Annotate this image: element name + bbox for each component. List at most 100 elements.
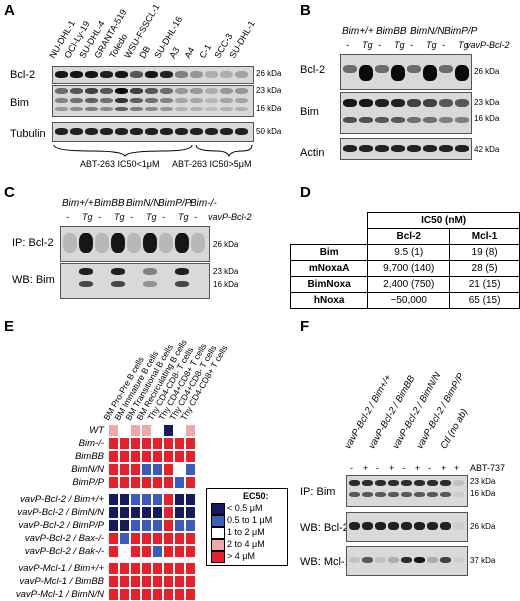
panel-b-marker-26: 26 kDa [474,67,500,76]
panel-f-row-bcl2: WB: Bcl-2 [300,522,349,534]
genotype-label: BimN/N [126,198,161,209]
blot-band [79,268,93,275]
heatmap-cell [185,450,196,463]
blot-band [70,88,83,94]
blot-band [427,557,438,563]
heatmap-row-label: Bim-/- [78,438,104,449]
lane-label: + [441,463,447,473]
legend-swatch [211,527,225,539]
heatmap-cell [119,545,130,558]
heatmap-cell [119,450,130,463]
blot-band [205,107,218,111]
lane-label: Tg [394,40,405,50]
panel-f-blot-bcl2 [346,512,468,542]
heatmap-cell [130,476,141,489]
blot-band [349,522,360,530]
genotype-label: Bim+/+ [342,26,374,37]
blot-band [160,88,173,94]
heatmap-row-label: BimBB [74,451,104,462]
blot-band [115,107,128,111]
blot-band [343,65,357,73]
blot-band [130,71,143,78]
heatmap-cell [108,463,119,476]
blot-band [70,128,83,135]
heatmap-cell [152,493,163,506]
blot-band [143,281,157,287]
panel-c-blot-wb [60,263,210,299]
heatmap-cell [108,562,119,575]
blot-band [191,233,205,253]
heatmap-cell [141,476,152,489]
blot-band [375,480,386,486]
blot-band [190,88,203,94]
blot-band [414,557,425,563]
heatmap-cell [174,493,185,506]
blot-band [100,88,113,94]
heatmap-cell [108,450,119,463]
lane-label: C-1 [197,42,214,60]
blot-band [388,522,399,530]
legend-label: 1 to 2 μM [227,527,265,537]
blot-band [439,65,453,73]
blot-band [130,88,143,94]
heatmap-cell [185,532,196,545]
heatmap-cell [174,463,185,476]
heatmap-cell [163,575,174,588]
blot-band [407,145,421,152]
heatmap-cell [141,588,152,601]
blot-band [85,98,98,103]
panel-a-letter: A [4,2,15,19]
blot-band [190,98,203,103]
blot-band [423,145,437,152]
heatmap-cell [163,463,174,476]
lane-label: Tg [114,212,125,222]
heatmap-cell [163,588,174,601]
panel-b-row-bim: Bim [300,106,319,118]
panel-d-letter: D [300,184,311,201]
blot-band [343,145,357,152]
heatmap-cell [119,437,130,450]
blot-band [160,98,173,103]
heatmap-cell [152,463,163,476]
heatmap-cell [141,493,152,506]
lane-label: Tg [178,212,189,222]
heatmap-cell [163,506,174,519]
panel-b-marker-42: 42 kDa [474,145,500,154]
blot-band [440,522,451,530]
heatmap-cell [174,476,185,489]
blot-band [414,492,425,497]
panel-d-row-name: Bim [289,244,369,261]
blot-band [427,492,438,497]
blot-band [423,99,437,107]
blot-band [130,98,143,103]
heatmap-cell [119,493,130,506]
panel-a-marker-26: 26 kDa [256,69,282,78]
blot-band [100,98,113,103]
heatmap-row-label: vavP-Bcl-2 / Bax-/- [24,533,104,544]
heatmap-cell [130,519,141,532]
lane-label: - [66,212,69,222]
blot-band [235,128,248,135]
heatmap-cell [141,450,152,463]
panel-d-cell: 21 (15) [449,276,520,293]
blot-band [205,98,218,103]
panel-c-letter: C [4,184,15,201]
heatmap-cell [141,506,152,519]
panel-f-marker-37: 37 kDa [470,556,496,565]
blot-band [175,268,189,275]
panel-b-blot-bim [340,92,472,134]
heatmap-cell [108,476,119,489]
heatmap-row-label: BimN/N [71,464,104,475]
legend-label: > 4 μM [227,551,255,561]
blot-band [343,99,357,107]
panel-d-row-name: BimNoxa [289,276,369,293]
blot-band [55,88,68,94]
blot-band [111,233,125,253]
blot-band [439,117,453,123]
blot-band [359,145,373,152]
panel-f-blot-ip [346,475,468,507]
heatmap-cell [174,545,185,558]
blot-band [160,128,173,135]
blot-band [190,128,203,135]
blot-band [362,557,373,563]
